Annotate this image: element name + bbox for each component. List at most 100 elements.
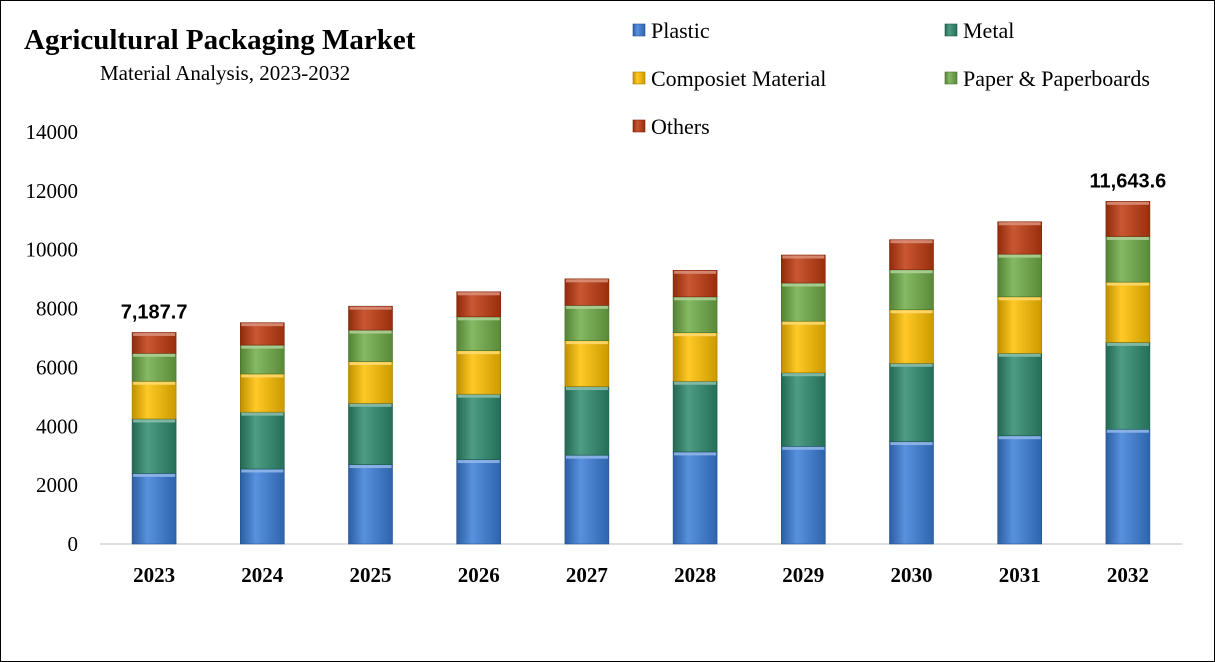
legend-label-metal: Metal xyxy=(963,18,1014,43)
bar-bevel xyxy=(998,436,1041,440)
bar-bevel xyxy=(890,240,933,244)
x-tick-label: 2025 xyxy=(350,563,392,587)
bar-segment-others-2031 xyxy=(997,221,1043,255)
bar-segment-plastic-2026 xyxy=(456,459,502,545)
bar-segment-composiet-material-2026 xyxy=(456,350,502,395)
bar-bevel xyxy=(565,279,608,283)
bar-bevel xyxy=(674,270,717,274)
bar-segment-composiet-material-2028 xyxy=(672,332,718,382)
bar-bevel xyxy=(890,310,933,314)
legend-swatch-others xyxy=(632,119,646,133)
bar-segment-paper-paperboards-2023 xyxy=(131,353,177,382)
bar-bevel xyxy=(349,330,392,334)
bar-bevel xyxy=(133,419,176,423)
x-tick-label: 2031 xyxy=(999,563,1041,587)
bar-segment-composiet-material-2030 xyxy=(889,309,934,364)
bar-segment-paper-paperboards-2031 xyxy=(997,253,1043,298)
bar-segment-paper-paperboards-2025 xyxy=(348,329,393,362)
bar-segment-plastic-2023 xyxy=(131,473,177,545)
bar-segment-metal-2024 xyxy=(240,411,285,470)
bar-segment-plastic-2032 xyxy=(1105,428,1151,545)
bar-segment-composiet-material-2024 xyxy=(240,373,285,413)
bar-bevel xyxy=(1106,236,1149,240)
bar-segment-metal-2025 xyxy=(348,403,393,465)
bars-layer xyxy=(131,201,1151,545)
y-tick-label: 14000 xyxy=(26,120,79,144)
bar-bevel xyxy=(457,394,500,398)
bar-segment-others-2024 xyxy=(240,322,285,346)
bar-bevel xyxy=(998,222,1041,226)
chart-subtitle: Material Analysis, 2023-2032 xyxy=(100,61,350,85)
x-tick-label: 2023 xyxy=(133,563,175,587)
bar-segment-plastic-2027 xyxy=(564,454,610,545)
bar-segment-paper-paperboards-2029 xyxy=(780,282,826,322)
bar-segment-composiet-material-2029 xyxy=(780,320,826,374)
bar-segment-metal-2026 xyxy=(456,393,502,460)
bar-segment-paper-paperboards-2028 xyxy=(672,296,718,334)
bar-bevel xyxy=(241,469,284,473)
bar-bevel xyxy=(133,332,176,336)
x-tick-label: 2024 xyxy=(241,563,284,587)
legend-swatch-metal xyxy=(944,23,958,37)
bar-bevel xyxy=(674,381,717,385)
bar-segment-metal-2027 xyxy=(564,386,610,456)
bar-segment-plastic-2031 xyxy=(997,435,1043,545)
bar-segment-paper-paperboards-2026 xyxy=(456,316,502,351)
legend-label-paper-paperboards: Paper & Paperboards xyxy=(963,66,1150,91)
bar-bevel xyxy=(782,255,825,259)
bar-segment-others-2023 xyxy=(131,332,177,354)
bar-bevel xyxy=(241,412,284,416)
x-tick-label: 2030 xyxy=(891,563,933,587)
bar-bevel xyxy=(1106,201,1149,205)
bar-bevel xyxy=(457,292,500,296)
bar-bevel xyxy=(457,317,500,321)
bar-bevel xyxy=(349,362,392,366)
bar-bevel xyxy=(349,403,392,407)
bar-bevel xyxy=(241,345,284,349)
bar-bevel xyxy=(565,455,608,459)
x-tick-label: 2029 xyxy=(782,563,824,587)
y-tick-label: 6000 xyxy=(36,355,78,379)
legend-label-composiet-material: Composiet Material xyxy=(651,66,826,91)
data-labels-layer: 7,187.7 11,643.6 xyxy=(121,170,1167,323)
bar-bevel xyxy=(998,254,1041,258)
y-tick-label: 12000 xyxy=(26,179,79,203)
x-tick-label: 2028 xyxy=(674,563,716,587)
legend-swatch-paper-paperboards xyxy=(944,71,958,85)
bar-bevel xyxy=(782,373,825,377)
bar-bevel xyxy=(890,363,933,367)
bar-segment-metal-2028 xyxy=(672,380,718,453)
bar-segment-metal-2023 xyxy=(131,418,177,474)
bar-segment-paper-paperboards-2027 xyxy=(564,305,610,341)
y-axis-labels: 0 2000 4000 6000 8000 10000 12000 14000 xyxy=(26,120,79,556)
bar-segment-others-2026 xyxy=(456,291,502,318)
x-axis-labels: 2023 2024 2025 2026 2027 2028 2029 2030 2031 2032 xyxy=(133,563,1149,587)
x-tick-label: 2027 xyxy=(566,563,608,587)
bar-bevel xyxy=(565,305,608,309)
bar-segment-others-2030 xyxy=(889,239,934,271)
legend-label-others: Others xyxy=(651,114,710,139)
bar-segment-paper-paperboards-2030 xyxy=(889,269,934,311)
bar-bevel xyxy=(998,297,1041,301)
bar-segment-others-2032 xyxy=(1105,201,1151,237)
bar-bevel xyxy=(998,353,1041,357)
bar-bevel xyxy=(674,333,717,337)
bar-segment-plastic-2030 xyxy=(889,441,934,545)
legend: Plastic Metal Composiet Material Paper & Pa… xyxy=(632,18,1150,139)
bar-bevel xyxy=(457,351,500,355)
bar-segment-plastic-2025 xyxy=(348,464,393,545)
bar-bevel xyxy=(1106,429,1149,433)
legend-label-plastic: Plastic xyxy=(651,18,710,43)
bar-segment-others-2028 xyxy=(672,270,718,298)
bar-segment-metal-2030 xyxy=(889,363,934,442)
y-tick-label: 2000 xyxy=(36,473,78,497)
y-tick-label: 0 xyxy=(68,532,79,556)
bar-segment-composiet-material-2031 xyxy=(997,296,1043,354)
bar-segment-others-2029 xyxy=(780,254,826,284)
bar-bevel xyxy=(1106,342,1149,346)
data-label-2023: 7,187.7 xyxy=(121,301,188,323)
bar-segment-plastic-2024 xyxy=(240,468,285,545)
bar-segment-composiet-material-2023 xyxy=(131,380,177,420)
y-tick-label: 10000 xyxy=(26,238,79,262)
